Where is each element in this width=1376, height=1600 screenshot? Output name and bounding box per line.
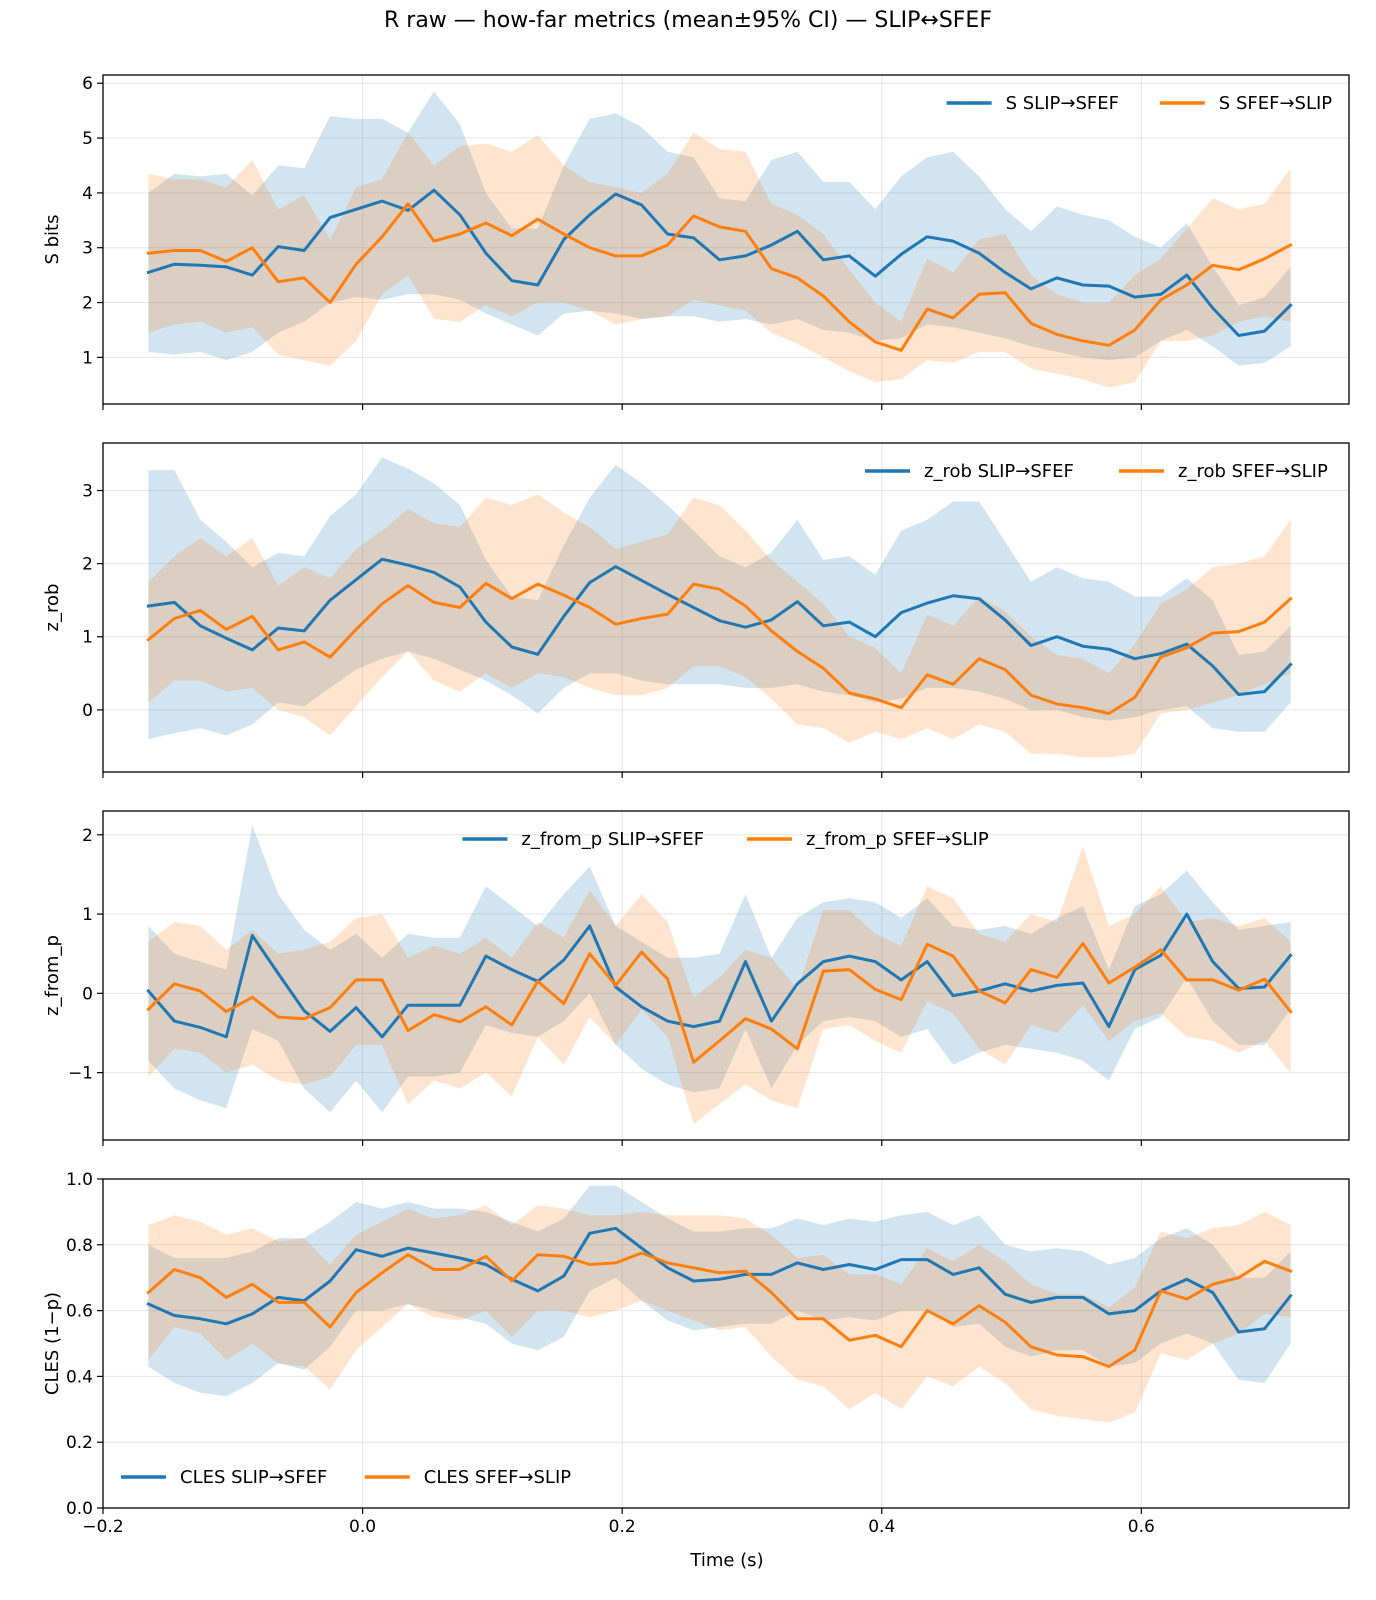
y-tick-label: 0.8 <box>66 1236 93 1256</box>
y-tick-label: 6 <box>82 74 93 94</box>
x-tick-label: 0.4 <box>868 1517 895 1537</box>
y-tick-label: 4 <box>82 184 93 204</box>
y-tick-label: 2 <box>82 294 93 314</box>
legend: z_from_p SLIP→SFEF z_from_p SFEF→SLIP <box>462 829 989 850</box>
ci-band-series-1 <box>148 825 1291 1113</box>
y-tick-label: 2 <box>82 826 93 846</box>
series-line-1 <box>146 912 1293 1039</box>
plot-frame <box>102 74 1350 405</box>
y-axis-label: z_from_p <box>42 935 63 1016</box>
y-tick-label: −1 <box>68 1064 93 1084</box>
plot-frame <box>102 1178 1350 1509</box>
y-tick-label: 0.2 <box>66 1433 93 1453</box>
y-tick-label: 1 <box>82 348 93 368</box>
x-tick-label: −0.2 <box>82 1517 123 1537</box>
chart-panel-2: 0 1 2 3 z_rob z_rob SLIP→SFEF z_rob SFEF→SLIP <box>42 442 1350 778</box>
x-axis-label: Time (s) <box>689 1550 763 1571</box>
y-tick-label: 0.0 <box>66 1499 93 1519</box>
legend-label-1: S SLIP→SFEF <box>1006 93 1119 114</box>
ci-band-series-1 <box>148 1185 1291 1397</box>
y-tick-label: 3 <box>82 239 93 259</box>
series-line-1 <box>146 188 1293 337</box>
y-tick-label: 3 <box>82 482 93 502</box>
legend-label-1: z_rob SLIP→SFEF <box>924 461 1074 482</box>
x-tick-label: 0.0 <box>349 1517 376 1537</box>
y-tick-label: 0.6 <box>66 1302 93 1322</box>
y-tick-label: 1 <box>82 905 93 925</box>
panels: 1 2 3 4 5 6 S bits S SLIP→SFEF S SFEF→SLIP 0 1 2 3 z_… <box>42 74 1350 1537</box>
figure-title: R raw — how-far metrics (mean±95% CI) — … <box>384 8 992 33</box>
series-line-2 <box>146 202 1293 352</box>
y-tick-label: 2 <box>82 555 93 575</box>
x-tick-label: 0.2 <box>609 1517 636 1537</box>
series-line-2 <box>146 1251 1293 1368</box>
plot-frame <box>102 442 1350 773</box>
y-tick-label: 1 <box>82 628 93 648</box>
y-tick-label: 0.4 <box>66 1367 93 1387</box>
legend: CLES SLIP→SFEF CLES SFEF→SLIP <box>121 1467 571 1488</box>
series-line-2 <box>146 581 1293 715</box>
legend-label-1: CLES SLIP→SFEF <box>180 1467 327 1488</box>
y-axis-label: S bits <box>42 214 63 264</box>
y-tick-label: 1.0 <box>66 1170 93 1190</box>
plot-frame <box>102 810 1350 1141</box>
ci-band-series-2 <box>148 494 1291 758</box>
y-axis-label: CLES (1−p) <box>42 1292 63 1395</box>
y-axis-label: z_rob <box>42 584 63 632</box>
legend: z_rob SLIP→SFEF z_rob SFEF→SLIP <box>865 461 1328 482</box>
y-tick-label: 5 <box>82 129 93 149</box>
chart-panel-1: 1 2 3 4 5 6 S bits S SLIP→SFEF S SFEF→SLIP <box>42 74 1350 410</box>
series-line-1 <box>146 557 1293 696</box>
legend-label-2: z_from_p SFEF→SLIP <box>806 829 989 850</box>
ci-band-series-2 <box>148 1205 1291 1423</box>
y-tick-label: 0 <box>82 984 93 1004</box>
legend-label-1: z_from_p SLIP→SFEF <box>521 829 704 850</box>
ci-band-series-2 <box>148 846 1291 1125</box>
y-tick-label: 0 <box>82 701 93 721</box>
legend: S SLIP→SFEF S SFEF→SLIP <box>946 93 1332 114</box>
ci-band-series-1 <box>148 91 1291 366</box>
series-line-1 <box>146 1226 1293 1334</box>
legend-label-2: z_rob SFEF→SLIP <box>1178 461 1328 482</box>
legend-label-2: CLES SFEF→SLIP <box>424 1467 571 1488</box>
legend-label-2: S SFEF→SLIP <box>1219 93 1332 114</box>
series-line-2 <box>146 941 1293 1064</box>
x-tick-label: 0.6 <box>1128 1517 1155 1537</box>
